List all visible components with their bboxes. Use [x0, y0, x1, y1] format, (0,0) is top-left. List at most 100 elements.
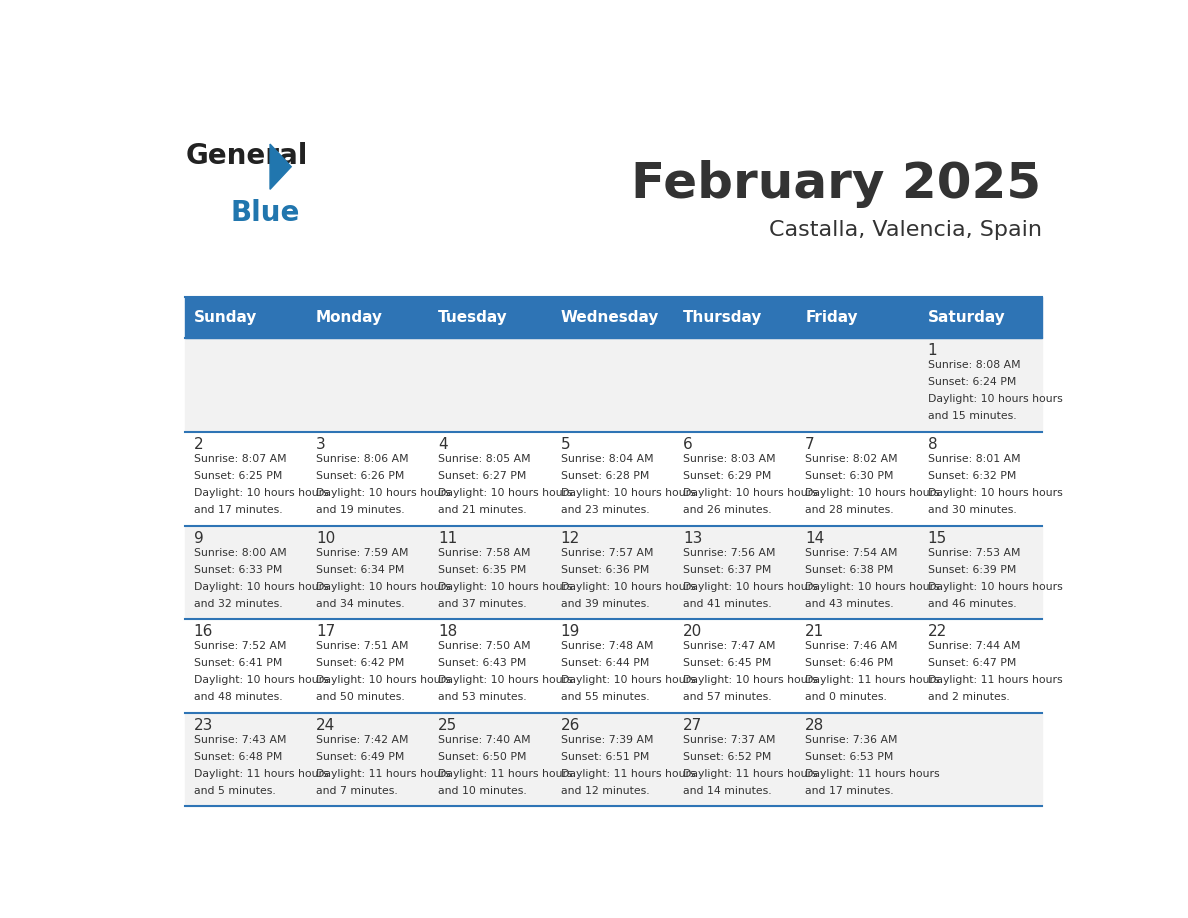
Text: Daylight: 10 hours hours: Daylight: 10 hours hours [683, 582, 817, 591]
Bar [552, 713, 675, 806]
Text: and 57 minutes.: and 57 minutes. [683, 692, 771, 702]
Bar [430, 526, 552, 620]
Text: Sunrise: 7:54 AM: Sunrise: 7:54 AM [805, 548, 898, 557]
Bar [920, 620, 1042, 713]
Text: Sunrise: 8:03 AM: Sunrise: 8:03 AM [683, 454, 776, 464]
Text: Sunset: 6:25 PM: Sunset: 6:25 PM [194, 471, 282, 481]
Text: Daylight: 11 hours hours: Daylight: 11 hours hours [928, 676, 1062, 685]
Text: Sunrise: 7:53 AM: Sunrise: 7:53 AM [928, 548, 1020, 557]
Text: Daylight: 10 hours hours: Daylight: 10 hours hours [805, 488, 940, 498]
Text: and 28 minutes.: and 28 minutes. [805, 505, 893, 515]
Text: Sunrise: 7:47 AM: Sunrise: 7:47 AM [683, 641, 776, 651]
Bar [185, 432, 308, 526]
Text: 5: 5 [561, 437, 570, 452]
Text: Daylight: 11 hours hours: Daylight: 11 hours hours [316, 769, 450, 778]
Text: and 7 minutes.: and 7 minutes. [316, 786, 398, 796]
Bar [308, 339, 430, 432]
Text: 2: 2 [194, 437, 203, 452]
Text: Blue: Blue [230, 198, 299, 227]
Text: Sunrise: 7:40 AM: Sunrise: 7:40 AM [438, 734, 531, 744]
Text: Sunset: 6:42 PM: Sunset: 6:42 PM [316, 658, 404, 668]
Bar [797, 713, 920, 806]
Text: and 32 minutes.: and 32 minutes. [194, 599, 283, 609]
Text: Sunrise: 8:07 AM: Sunrise: 8:07 AM [194, 454, 286, 464]
Text: Monday: Monday [316, 310, 383, 326]
Text: and 55 minutes.: and 55 minutes. [561, 692, 649, 702]
Text: and 37 minutes.: and 37 minutes. [438, 599, 527, 609]
Text: 4: 4 [438, 437, 448, 452]
Bar [308, 526, 430, 620]
Text: Sunrise: 7:37 AM: Sunrise: 7:37 AM [683, 734, 776, 744]
Text: and 48 minutes.: and 48 minutes. [194, 692, 283, 702]
Text: Sunrise: 8:05 AM: Sunrise: 8:05 AM [438, 454, 531, 464]
Text: Sunrise: 7:42 AM: Sunrise: 7:42 AM [316, 734, 409, 744]
Text: 8: 8 [928, 437, 937, 452]
Text: 17: 17 [316, 624, 335, 639]
Text: Sunday: Sunday [194, 310, 257, 326]
Bar [675, 620, 797, 713]
Text: 20: 20 [683, 624, 702, 639]
Text: and 19 minutes.: and 19 minutes. [316, 505, 405, 515]
Bar [308, 432, 430, 526]
Text: Daylight: 10 hours hours: Daylight: 10 hours hours [561, 582, 695, 591]
Bar [552, 432, 675, 526]
Text: and 14 minutes.: and 14 minutes. [683, 786, 771, 796]
Bar [920, 432, 1042, 526]
Text: Wednesday: Wednesday [561, 310, 659, 326]
Text: Daylight: 10 hours hours: Daylight: 10 hours hours [316, 488, 450, 498]
Text: and 53 minutes.: and 53 minutes. [438, 692, 527, 702]
Bar [185, 526, 308, 620]
Text: Castalla, Valencia, Spain: Castalla, Valencia, Spain [769, 219, 1042, 240]
Bar [185, 297, 1042, 339]
Text: Saturday: Saturday [928, 310, 1005, 326]
Text: Sunrise: 7:51 AM: Sunrise: 7:51 AM [316, 641, 409, 651]
Text: Sunrise: 7:44 AM: Sunrise: 7:44 AM [928, 641, 1020, 651]
Text: 3: 3 [316, 437, 326, 452]
Bar [920, 526, 1042, 620]
Text: Sunset: 6:27 PM: Sunset: 6:27 PM [438, 471, 526, 481]
Text: 1: 1 [928, 343, 937, 358]
Text: Sunset: 6:44 PM: Sunset: 6:44 PM [561, 658, 649, 668]
Bar [308, 620, 430, 713]
Bar [185, 713, 308, 806]
Text: 25: 25 [438, 718, 457, 733]
Text: 26: 26 [561, 718, 580, 733]
Text: 23: 23 [194, 718, 213, 733]
Text: and 15 minutes.: and 15 minutes. [928, 411, 1016, 421]
Text: Thursday: Thursday [683, 310, 763, 326]
Text: Sunset: 6:34 PM: Sunset: 6:34 PM [316, 565, 404, 575]
Text: 19: 19 [561, 624, 580, 639]
Bar [675, 432, 797, 526]
Text: and 34 minutes.: and 34 minutes. [316, 599, 405, 609]
Bar [675, 339, 797, 432]
Polygon shape [270, 144, 291, 189]
Text: Sunset: 6:24 PM: Sunset: 6:24 PM [928, 377, 1016, 387]
Text: Daylight: 11 hours hours: Daylight: 11 hours hours [561, 769, 695, 778]
Text: Sunset: 6:43 PM: Sunset: 6:43 PM [438, 658, 526, 668]
Text: Sunset: 6:46 PM: Sunset: 6:46 PM [805, 658, 893, 668]
Text: Sunrise: 7:39 AM: Sunrise: 7:39 AM [561, 734, 653, 744]
Text: 6: 6 [683, 437, 693, 452]
Text: Sunset: 6:28 PM: Sunset: 6:28 PM [561, 471, 649, 481]
Text: Daylight: 11 hours hours: Daylight: 11 hours hours [805, 676, 940, 685]
Text: Daylight: 10 hours hours: Daylight: 10 hours hours [316, 676, 450, 685]
Text: Sunrise: 7:56 AM: Sunrise: 7:56 AM [683, 548, 776, 557]
Text: Sunset: 6:51 PM: Sunset: 6:51 PM [561, 752, 649, 762]
Text: Daylight: 10 hours hours: Daylight: 10 hours hours [928, 488, 1062, 498]
Bar [920, 713, 1042, 806]
Text: Sunset: 6:36 PM: Sunset: 6:36 PM [561, 565, 649, 575]
Text: Sunrise: 8:01 AM: Sunrise: 8:01 AM [928, 454, 1020, 464]
Bar [430, 339, 552, 432]
Text: Sunrise: 8:00 AM: Sunrise: 8:00 AM [194, 548, 286, 557]
Text: Daylight: 10 hours hours: Daylight: 10 hours hours [194, 582, 328, 591]
Bar [797, 432, 920, 526]
Text: Sunset: 6:49 PM: Sunset: 6:49 PM [316, 752, 404, 762]
Text: Sunrise: 7:46 AM: Sunrise: 7:46 AM [805, 641, 898, 651]
Bar [430, 432, 552, 526]
Text: Sunset: 6:38 PM: Sunset: 6:38 PM [805, 565, 893, 575]
Text: Daylight: 10 hours hours: Daylight: 10 hours hours [438, 676, 573, 685]
Text: 22: 22 [928, 624, 947, 639]
Text: 27: 27 [683, 718, 702, 733]
Text: and 50 minutes.: and 50 minutes. [316, 692, 405, 702]
Text: Sunset: 6:52 PM: Sunset: 6:52 PM [683, 752, 771, 762]
